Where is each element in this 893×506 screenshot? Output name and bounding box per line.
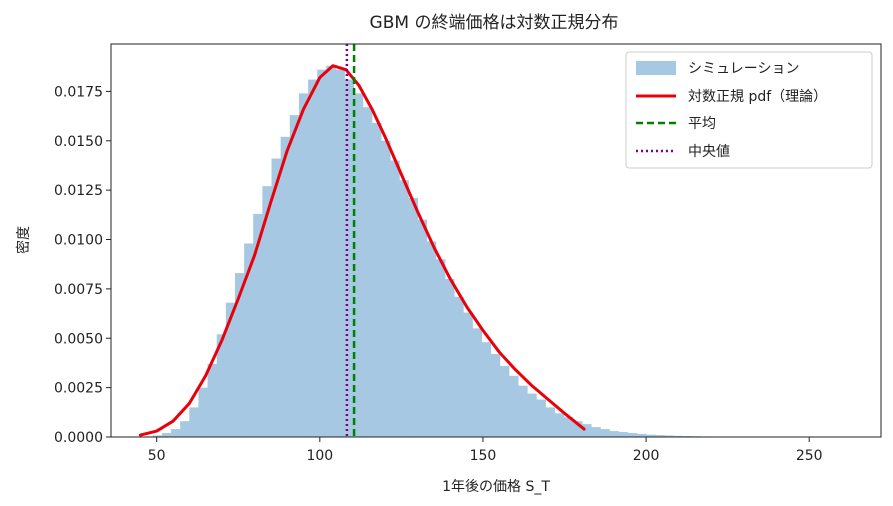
y-tick-label: 0.0150 — [54, 134, 103, 150]
plot-area — [138, 44, 802, 438]
histogram-bar — [609, 431, 619, 437]
histogram-bar — [509, 375, 519, 437]
histogram-bar — [189, 407, 199, 437]
histogram-bar — [655, 435, 665, 437]
histogram-bar — [545, 407, 556, 437]
histogram-bar — [490, 354, 501, 437]
histogram-bar — [171, 429, 181, 437]
histogram-bar — [673, 435, 683, 437]
y-tick-label: 0.0100 — [54, 233, 103, 249]
x-tick-label: 100 — [306, 448, 333, 464]
histogram-bar — [262, 186, 272, 437]
y-tick-label: 0.0075 — [54, 282, 103, 298]
histogram-bar — [271, 158, 281, 438]
x-tick-label: 200 — [633, 448, 660, 464]
histogram-bar — [253, 213, 263, 437]
plot-frame — [110, 43, 882, 438]
legend: シミュレーション 対数正規 pdf（理論） 平均 中央値 — [625, 51, 873, 169]
histogram-bar — [225, 302, 236, 437]
histogram-bar — [664, 435, 674, 437]
histogram-bar — [563, 417, 574, 437]
y-axis: 0.0000 0.0025 0.0050 0.0075 0.0100 0.0125 0.01… — [54, 84, 111, 446]
histogram-bar — [499, 365, 510, 437]
histogram-bar — [472, 328, 482, 437]
histogram-bar — [463, 312, 473, 437]
histogram-bar — [600, 429, 610, 437]
legend-pdf-label: 対数正規 pdf（理論） — [688, 89, 827, 105]
histogram-bar — [399, 180, 409, 437]
histogram-bar — [636, 433, 647, 437]
histogram-bar — [518, 385, 528, 437]
histogram-bar — [527, 393, 537, 437]
x-axis-label: 1年後の価格 S_T — [442, 479, 550, 495]
histogram-bar — [308, 79, 318, 438]
y-tick-label: 0.0000 — [54, 430, 103, 446]
legend-histogram-swatch — [636, 61, 676, 75]
histogram-bar — [353, 93, 364, 438]
y-tick-label: 0.0025 — [54, 381, 103, 397]
histogram-bar — [573, 421, 583, 437]
histogram-bar — [582, 424, 592, 437]
histogram-bar — [554, 413, 565, 437]
histogram-bar — [198, 387, 208, 437]
x-tick-label: 250 — [796, 448, 823, 464]
legend-median-label: 中央値 — [688, 144, 730, 160]
histogram-bar — [426, 241, 437, 437]
histogram-bar — [591, 427, 601, 437]
histogram-bar — [445, 279, 455, 437]
histogram-bar — [244, 243, 254, 437]
legend-mean-label: 平均 — [688, 116, 716, 132]
histogram-bar — [335, 69, 345, 438]
y-tick-label: 0.0125 — [54, 183, 103, 199]
histogram-bar — [280, 136, 291, 437]
legend-histogram-label: シミュレーション — [688, 61, 799, 77]
chart-title: GBM の終端価格は対数正規分布 — [370, 13, 619, 33]
pdf-curve-line — [138, 64, 586, 437]
histogram-bar — [435, 259, 446, 437]
histogram-bar — [234, 273, 245, 437]
y-tick-label: 0.0175 — [54, 84, 103, 100]
y-axis-label: 密度 — [15, 226, 32, 254]
histogram-bar — [152, 435, 163, 437]
histogram-bar — [207, 363, 218, 437]
legend-box — [625, 51, 873, 169]
y-tick-label: 0.0050 — [54, 331, 103, 347]
histogram-bar — [454, 296, 464, 437]
histogram-bar — [381, 140, 391, 437]
x-tick-label: 150 — [470, 448, 497, 464]
histogram-bar — [289, 115, 300, 437]
histogram-bar — [536, 399, 546, 437]
histogram-bar — [618, 432, 629, 437]
histogram-bar — [417, 219, 428, 437]
histogram-bar — [180, 421, 190, 437]
histogram-bar — [408, 198, 418, 437]
histogram-bar — [362, 107, 373, 437]
x-axis: 50 100 150 200 250 — [148, 437, 823, 464]
histogram-bar — [344, 79, 355, 438]
histogram-bar — [161, 433, 172, 437]
histogram-bar — [216, 334, 227, 437]
histogram-bar — [372, 122, 382, 438]
histogram-bar — [317, 69, 327, 438]
histogram-bar — [646, 434, 656, 437]
histogram-bar — [627, 433, 638, 437]
x-tick-label: 50 — [148, 448, 166, 464]
histogram-bar — [390, 160, 400, 437]
histogram-bar — [481, 342, 492, 437]
histogram-bar — [298, 93, 309, 438]
histogram-bar — [326, 65, 336, 437]
